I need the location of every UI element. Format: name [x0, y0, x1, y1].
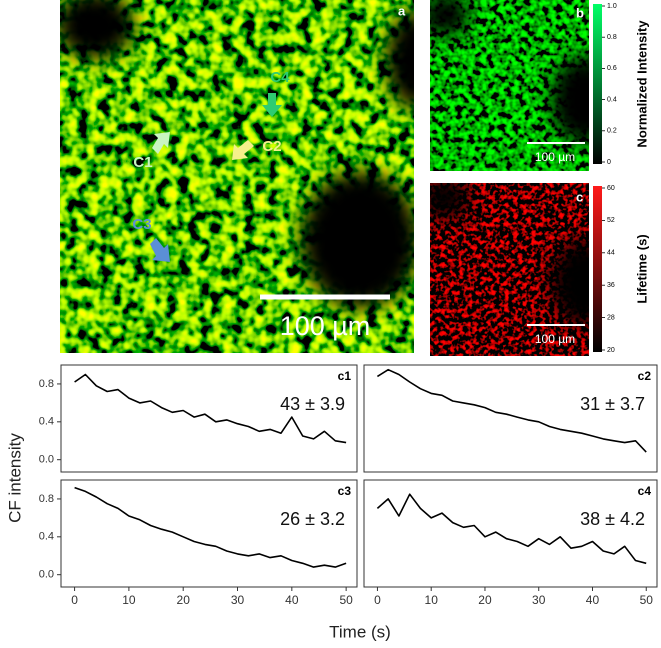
y-tick-label: 0.0 — [39, 569, 54, 581]
chart-label: c4 — [638, 484, 652, 498]
colorbar-tick-label: 0.2 — [607, 128, 617, 135]
x-tick-label: 50 — [339, 593, 353, 607]
arrow — [152, 132, 170, 154]
annotation: 38 ± 4.2 — [580, 509, 645, 529]
trace — [74, 373, 347, 444]
trace — [74, 486, 347, 568]
scale-bar-label: 100 µm — [535, 332, 575, 346]
annotation: C3 — [132, 216, 151, 233]
colorbar-tick-label: 52 — [607, 217, 615, 224]
panel-label: c — [576, 189, 583, 204]
x-axis-label: Time (s) — [329, 622, 391, 641]
colorbar-tick-label: 1.0 — [607, 3, 617, 10]
chart-label: c2 — [638, 369, 652, 383]
x-tick-label: 30 — [231, 593, 245, 607]
colorbar-tick-label: 0.6 — [607, 65, 617, 72]
colorbar-tick-label: 0.8 — [607, 34, 617, 41]
x-tick-label: 30 — [532, 593, 546, 607]
y-tick-label: 0.4 — [39, 416, 54, 428]
colorbar-tick-label: 36 — [607, 282, 615, 289]
colorbar-tick-label: 44 — [607, 250, 615, 257]
plot-frame — [60, 479, 358, 588]
image-c — [430, 183, 589, 356]
plot-frame — [363, 364, 658, 473]
arrow — [150, 238, 170, 262]
chart-label: c1 — [338, 369, 352, 383]
y-tick-label: 0.0 — [39, 454, 54, 466]
colorbar-tick-label: 28 — [607, 314, 615, 321]
y-tick-label: 0.8 — [39, 378, 54, 390]
colorbar-tick-label: 0 — [607, 159, 611, 166]
arrow — [232, 140, 254, 160]
colorbar-label: Lifetime (s) — [634, 234, 649, 303]
trace — [376, 368, 647, 453]
annotation: C2 — [262, 138, 281, 155]
image-b — [430, 0, 589, 171]
x-tick-label: 40 — [586, 593, 600, 607]
image-a — [60, 0, 414, 353]
trace — [376, 493, 647, 565]
annotation: 43 ± 3.9 — [280, 394, 345, 414]
x-tick-label: 20 — [478, 593, 492, 607]
plot-frame — [363, 479, 658, 588]
colorbar-tick-label: 20 — [607, 347, 615, 354]
annotation: 26 ± 3.2 — [280, 509, 345, 529]
annotation: C4 — [270, 69, 290, 86]
x-tick-label: 10 — [122, 593, 136, 607]
x-tick-label: 20 — [177, 593, 191, 607]
x-tick-label: 10 — [425, 593, 439, 607]
panel-label: a — [398, 3, 406, 18]
x-tick-label: 50 — [640, 593, 654, 607]
colorbar-label: Normalized Intensity — [634, 20, 649, 148]
y-tick-label: 0.4 — [39, 531, 54, 543]
y-axis-label: CF intensity — [5, 433, 24, 523]
arrow — [262, 93, 282, 117]
panel-label: b — [576, 5, 584, 20]
y-tick-label: 0.8 — [39, 493, 54, 505]
annotation: C1 — [133, 154, 152, 171]
colorbar — [593, 186, 602, 352]
x-tick-label: 40 — [285, 593, 299, 607]
annotation: 31 ± 3.7 — [580, 394, 645, 414]
scale-bar-label: 100 µm — [535, 150, 575, 164]
scale-bar-label: 100 µm — [280, 311, 371, 341]
x-tick-label: 0 — [374, 593, 381, 607]
colorbar — [593, 4, 602, 164]
plot-frame — [60, 364, 358, 473]
colorbar-tick-label: 0.4 — [607, 96, 617, 103]
x-tick-label: 0 — [71, 593, 78, 607]
chart-label: c3 — [338, 484, 352, 498]
colorbar-tick-label: 60 — [607, 185, 615, 192]
